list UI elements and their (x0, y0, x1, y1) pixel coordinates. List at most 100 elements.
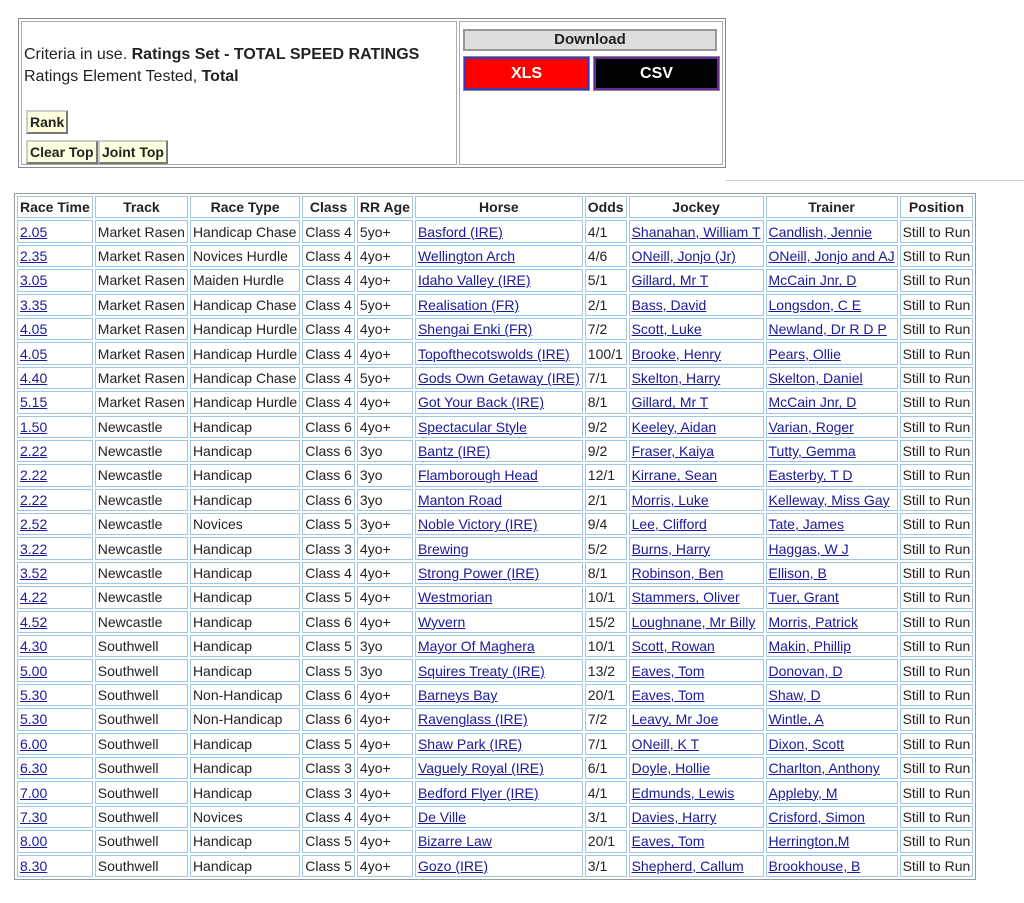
cell-link[interactable]: Dixon, Scott (768, 735, 844, 752)
cell-link[interactable]: McCain Jnr, D (768, 272, 857, 289)
rank-button[interactable]: Rank (26, 110, 69, 134)
cell-link[interactable]: Bantz (IRE) (417, 443, 491, 460)
cell-link[interactable]: Noble Victory (IRE) (417, 516, 538, 533)
cell-link[interactable]: 8.30 (20, 857, 48, 874)
cell-link[interactable]: Donovan, D (768, 662, 843, 679)
csv-button[interactable]: CSV (593, 56, 720, 91)
cell-link[interactable]: Manton Road (417, 491, 503, 508)
cell-link[interactable]: Tuer, Grant (768, 589, 839, 606)
cell-link[interactable]: Crisford, Simon (768, 808, 865, 825)
clear-top-button[interactable]: Clear Top (26, 140, 98, 164)
cell-link[interactable]: Brooke, Henry (631, 345, 722, 362)
cell-link[interactable]: Newland, Dr R D P (768, 321, 887, 338)
cell-link[interactable]: 5.30 (20, 711, 48, 728)
cell-link[interactable]: Leavy, Mr Joe (631, 711, 719, 728)
cell-link[interactable]: Morris, Patrick (768, 613, 858, 630)
cell-link[interactable]: 5.30 (20, 687, 48, 703)
cell-link[interactable]: Wyvern (417, 613, 466, 630)
cell-link[interactable]: Eaves, Tom (631, 687, 705, 703)
joint-top-button[interactable]: Joint Top (98, 140, 168, 164)
cell-link[interactable]: Shaw Park (IRE) (417, 735, 523, 752)
cell-link[interactable]: 2.22 (20, 491, 48, 508)
cell-link[interactable]: Fraser, Kaiya (631, 443, 715, 460)
cell-link[interactable]: 3.05 (20, 272, 48, 289)
cell-link[interactable]: Doyle, Hollie (631, 760, 711, 777)
cell-link[interactable]: Barneys Bay (417, 687, 498, 703)
cell-link[interactable]: Gillard, Mr T (631, 272, 709, 289)
cell-link[interactable]: 2.35 (20, 247, 48, 264)
cell-link[interactable]: Shaw, D (768, 687, 821, 703)
cell-link[interactable]: Appleby, M (768, 784, 838, 801)
cell-link[interactable]: 8.00 (20, 833, 48, 850)
cell-link[interactable]: 2.05 (20, 223, 48, 240)
cell-link[interactable]: Varian, Roger (768, 418, 854, 435)
cell-link[interactable]: Strong Power (IRE) (417, 565, 540, 582)
cell-link[interactable]: Wellington Arch (417, 247, 515, 264)
cell-link[interactable]: Wintle, A (768, 711, 824, 728)
cell-link[interactable]: 3.22 (20, 540, 48, 557)
xls-button[interactable]: XLS (463, 56, 590, 91)
cell-link[interactable]: Tutty, Gemma (768, 443, 856, 460)
cell-link[interactable]: Candlish, Jennie (768, 223, 873, 240)
cell-link[interactable]: ONeill, Jonjo and AJ (768, 247, 895, 264)
cell-link[interactable]: Westmorian (417, 589, 493, 606)
cell-link[interactable]: Ravenglass (IRE) (417, 711, 528, 728)
cell-link[interactable]: 3.35 (20, 296, 48, 313)
cell-link[interactable]: Brookhouse, B (768, 857, 861, 874)
cell-link[interactable]: Ellison, B (768, 565, 827, 582)
cell-link[interactable]: Gillard, Mr T (631, 394, 709, 411)
cell-link[interactable]: Tate, James (768, 516, 844, 533)
cell-link[interactable]: 4.05 (20, 321, 48, 338)
cell-link[interactable]: Brewing (417, 540, 469, 557)
cell-link[interactable]: Flamborough Head (417, 467, 538, 484)
cell-link[interactable]: Loughnane, Mr Billy (631, 613, 756, 630)
cell-link[interactable]: Charlton, Anthony (768, 760, 880, 777)
cell-link[interactable]: Eaves, Tom (631, 833, 705, 850)
cell-link[interactable]: 1.50 (20, 418, 48, 435)
cell-link[interactable]: Scott, Rowan (631, 638, 715, 655)
cell-link[interactable]: 3.52 (20, 565, 48, 582)
cell-link[interactable]: Basford (IRE) (417, 223, 503, 240)
cell-link[interactable]: 5.15 (20, 394, 48, 411)
cell-link[interactable]: Longsdon, C E (768, 296, 862, 313)
cell-link[interactable]: 7.30 (20, 808, 48, 825)
cell-link[interactable]: Mayor Of Maghera (417, 638, 535, 655)
cell-link[interactable]: Shepherd, Callum (631, 857, 744, 874)
cell-link[interactable]: ONeill, K T (631, 735, 700, 752)
cell-link[interactable]: Squires Treaty (IRE) (417, 662, 545, 679)
cell-link[interactable]: Skelton, Harry (631, 369, 721, 386)
cell-link[interactable]: McCain Jnr, D (768, 394, 857, 411)
cell-link[interactable]: Edmunds, Lewis (631, 784, 735, 801)
cell-link[interactable]: 2.22 (20, 467, 48, 484)
cell-link[interactable]: Davies, Harry (631, 808, 717, 825)
cell-link[interactable]: Spectacular Style (417, 418, 527, 435)
cell-link[interactable]: Keeley, Aidan (631, 418, 717, 435)
cell-link[interactable]: Topofthecotswolds (IRE) (417, 345, 570, 362)
cell-link[interactable]: 4.22 (20, 589, 48, 606)
cell-link[interactable]: Easterby, T D (768, 467, 853, 484)
cell-link[interactable]: Scott, Luke (631, 321, 702, 338)
cell-link[interactable]: Bizarre Law (417, 833, 492, 850)
cell-link[interactable]: Stammers, Oliver (631, 589, 740, 606)
cell-link[interactable]: Morris, Luke (631, 491, 709, 508)
cell-link[interactable]: Shanahan, William T (631, 223, 761, 240)
cell-link[interactable]: 6.00 (20, 735, 48, 752)
cell-link[interactable]: Makin, Phillip (768, 638, 851, 655)
cell-link[interactable]: Herrington,M (768, 833, 850, 850)
cell-link[interactable]: Eaves, Tom (631, 662, 705, 679)
cell-link[interactable]: Got Your Back (IRE) (417, 394, 545, 411)
cell-link[interactable]: 5.00 (20, 662, 48, 679)
cell-link[interactable]: Lee, Clifford (631, 516, 707, 533)
cell-link[interactable]: 7.00 (20, 784, 48, 801)
cell-link[interactable]: 4.30 (20, 638, 48, 655)
cell-link[interactable]: Shengai Enki (FR) (417, 321, 533, 338)
cell-link[interactable]: Burns, Harry (631, 540, 711, 557)
cell-link[interactable]: 6.30 (20, 760, 48, 777)
cell-link[interactable]: Skelton, Daniel (768, 369, 863, 386)
cell-link[interactable]: Bass, David (631, 296, 707, 313)
cell-link[interactable]: 4.52 (20, 613, 48, 630)
cell-link[interactable]: Kelleway, Miss Gay (768, 491, 890, 508)
cell-link[interactable]: Pears, Ollie (768, 345, 841, 362)
cell-link[interactable]: Idaho Valley (IRE) (417, 272, 531, 289)
cell-link[interactable]: Vaguely Royal (IRE) (417, 760, 544, 777)
